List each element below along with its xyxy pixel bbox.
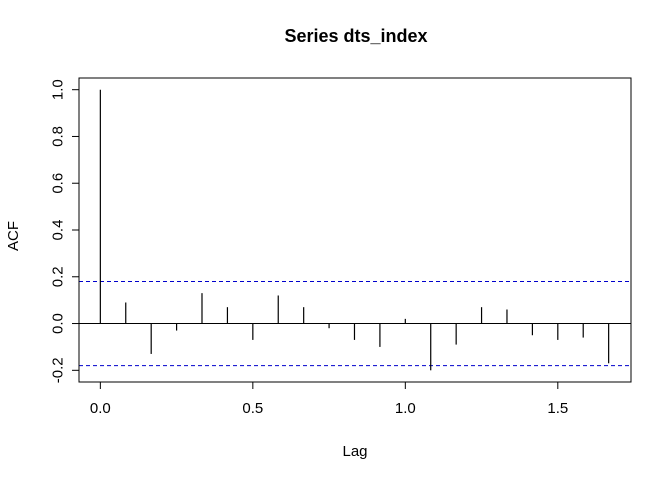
x-tick-label: 0.5 bbox=[242, 400, 263, 417]
chart-marks bbox=[79, 89, 631, 371]
y-axis: -0.2 0.0 0.2 0.4 0.6 0.8 1.0 bbox=[50, 79, 80, 383]
y-tick-label: -0.2 bbox=[50, 357, 67, 383]
y-axis-title: ACF bbox=[5, 221, 22, 251]
x-axis: 0.0 0.5 1.0 1.5 bbox=[90, 381, 568, 417]
y-tick-label: 1.0 bbox=[50, 79, 67, 100]
y-tick-label: 0.6 bbox=[50, 173, 67, 194]
y-tick-label: 0.2 bbox=[50, 266, 67, 287]
y-tick-label: 0.8 bbox=[50, 126, 67, 147]
x-tick-label: 1.0 bbox=[395, 400, 416, 417]
x-tick-label: 0.0 bbox=[90, 400, 111, 417]
chart-title: Series dts_index bbox=[284, 26, 427, 46]
y-tick-label: 0.4 bbox=[50, 220, 67, 241]
x-tick-label: 1.5 bbox=[547, 400, 568, 417]
y-tick-label: 0.0 bbox=[50, 313, 67, 334]
x-axis-title: Lag bbox=[342, 443, 367, 460]
